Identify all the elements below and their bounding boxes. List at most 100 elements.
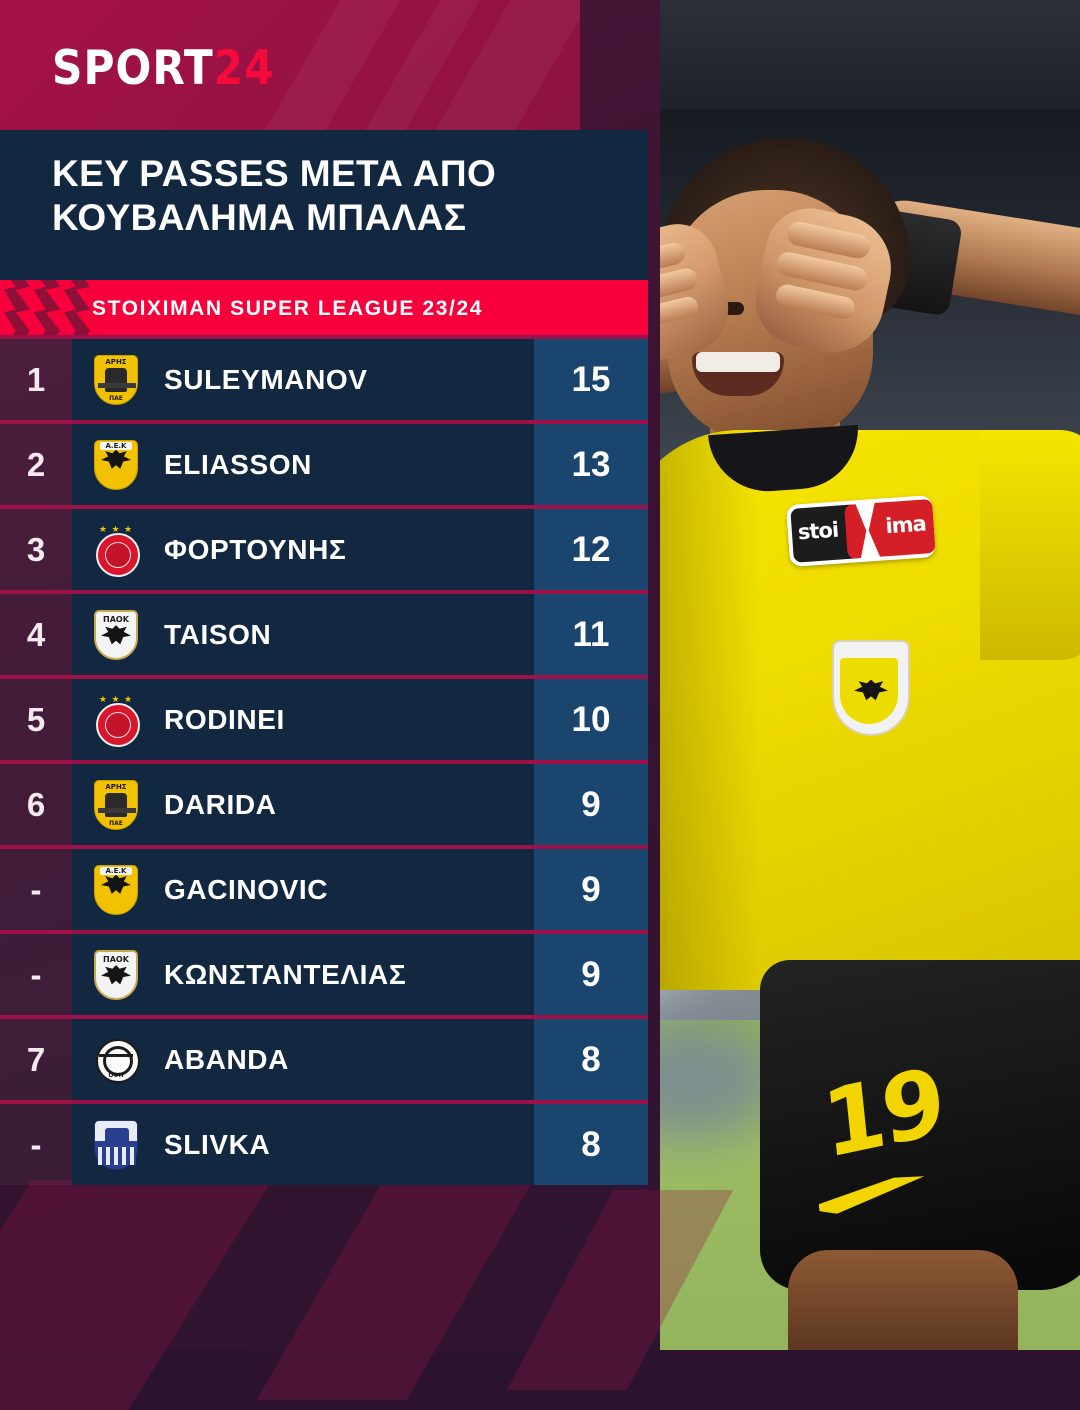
crest-inner-circle [105, 711, 131, 738]
crest-circle [96, 532, 140, 577]
rank-cell: - [0, 934, 72, 1015]
crest-label-top: ΑΡΗΣ [105, 357, 127, 366]
eagle-icon [101, 874, 131, 894]
row-separator [0, 1015, 648, 1019]
chevron-decoration [34, 280, 60, 335]
player-name: ΚΩΝΣΤΑΝΤΕΛΙΑΣ [164, 958, 407, 990]
eagle-icon [101, 449, 131, 469]
rank-cell: 5 [0, 679, 72, 760]
club-crest-aris: ΑΡΗΣ ΠΑΕ [94, 354, 138, 405]
table-row[interactable]: 4 ΠΑΟΚ TAISON 11 [0, 590, 660, 675]
row-separator [0, 930, 648, 934]
table-row[interactable]: 3 ★ ★ ★ ΦΟΡΤΟΥΝΗΣ 12 [0, 505, 660, 590]
rank-value: - [30, 870, 42, 908]
club-crest-paok: ΠΑΟΚ [94, 949, 138, 1000]
row-separator [0, 590, 648, 594]
rank-value: 3 [26, 530, 46, 568]
player-name: SULEYMANOV [164, 363, 368, 395]
crest-stars: ★ ★ ★ [98, 693, 134, 704]
ranking-table: 1 ΑΡΗΣ ΠΑΕ SULEYMANOV 15 2 Α.Ε.Κ ELIASSON 13 3 ★ ★… [0, 335, 660, 1185]
value-cell: 9 [534, 934, 648, 1015]
rank-value: 2 [26, 445, 46, 483]
jersey-aek-crest [832, 640, 910, 736]
table-row[interactable]: - ΠΑΟΚ ΚΩΝΣΤΑΝΤΕΛΙΑΣ 9 [0, 930, 660, 1015]
table-row[interactable]: 6 ΑΡΗΣ ΠΑΕ DARIDA 9 [0, 760, 660, 845]
crest-label-top: ΠΑΟΚ [103, 954, 129, 964]
player-cell: ★ ★ ★ ΦΟΡΤΟΥΝΗΣ [72, 509, 534, 590]
club-crest-aek: Α.Ε.Κ [94, 864, 138, 915]
rank-value: 6 [26, 785, 46, 823]
table-row[interactable]: 1 ΑΡΗΣ ΠΑΕ SULEYMANOV 15 [0, 335, 660, 420]
value-cell: 8 [534, 1104, 648, 1185]
title-line-1: KEY PASSES ΜΕΤΑ ΑΠΟ [52, 153, 497, 194]
table-row[interactable]: 2 Α.Ε.Κ ELIASSON 13 [0, 420, 660, 505]
club-crest-lamia [94, 1119, 138, 1170]
club-crest-paok: ΠΑΟΚ [94, 609, 138, 660]
row-separator [0, 845, 648, 849]
rank-cell: 3 [0, 509, 72, 590]
page-title: KEY PASSES ΜΕΤΑ ΑΠΟ ΚΟΥΒΑΛΗΜΑ ΜΠΑΛΑΣ [52, 152, 612, 239]
rank-cell: 6 [0, 764, 72, 845]
stat-value: 15 [571, 359, 611, 399]
crest-label-top: Α.Ε.Κ [100, 441, 132, 450]
stat-value: 13 [571, 444, 611, 484]
club-crest: Α.Ε.Κ [94, 864, 138, 915]
value-cell: 13 [534, 424, 648, 505]
player-name: GACINOVIC [164, 873, 329, 905]
value-cell: 10 [534, 679, 648, 760]
rank-value: 5 [26, 700, 46, 738]
crest-circle [96, 1038, 140, 1083]
jersey-sleeve [980, 430, 1080, 660]
crest-stars: ★ ★ ★ [98, 523, 134, 534]
sport24-logo[interactable]: SPORT 24 [52, 45, 275, 92]
player-name: ABANDA [164, 1043, 289, 1075]
club-crest: ΟΦΗ [94, 1035, 140, 1085]
subtitle-bar: STOIXIMAN SUPER LEAGUE 23/24 [0, 280, 648, 335]
stat-value: 10 [571, 699, 611, 739]
club-crest-olympiacos: ★ ★ ★ [94, 523, 140, 577]
stat-value: 12 [571, 529, 611, 569]
rank-cell: 1 [0, 339, 72, 420]
player-cell: Α.Ε.Κ GACINOVIC [72, 849, 534, 930]
player-name: RODINEI [164, 703, 285, 735]
player-leg [788, 1250, 1018, 1350]
rank-cell: 7 [0, 1019, 72, 1100]
crest-bar [98, 382, 136, 388]
table-row[interactable]: - SLIVKA 8 [0, 1100, 660, 1185]
stat-value: 9 [581, 869, 601, 909]
club-crest: ΑΡΗΣ ΠΑΕ [94, 354, 138, 405]
club-crest: ΠΑΟΚ [94, 949, 138, 1000]
player-cell: SLIVKA [72, 1104, 534, 1185]
table-row[interactable]: 5 ★ ★ ★ RODINEI 10 [0, 675, 660, 760]
club-crest: ★ ★ ★ [94, 523, 140, 577]
club-crest: ★ ★ ★ [94, 693, 140, 747]
crest-stripes [98, 1146, 136, 1165]
stat-value: 9 [581, 954, 601, 994]
crest-label-top: ΠΑΟΚ [103, 614, 129, 624]
crest-figure-icon [105, 368, 127, 393]
crest-label-bottom: ΠΑΕ [109, 819, 123, 827]
table-row[interactable]: - Α.Ε.Κ GACINOVIC 9 [0, 845, 660, 930]
jersey-sponsor-logo: stoi ima [786, 494, 936, 568]
competition-label: STOIXIMAN SUPER LEAGUE 23/24 [92, 297, 484, 320]
crest-rings-icon [99, 1045, 133, 1076]
row-separator [0, 1100, 648, 1104]
chevron-decoration [64, 280, 90, 335]
eagle-icon [101, 625, 131, 645]
sponsor-text-right: ima [884, 511, 927, 539]
background-streak [0, 1180, 272, 1410]
table-row[interactable]: 7 ΟΦΗ ABANDA 8 [0, 1015, 660, 1100]
stat-value: 11 [572, 614, 610, 654]
stat-value: 8 [581, 1124, 601, 1164]
crest-label-top: Α.Ε.Κ [100, 866, 132, 875]
value-cell: 9 [534, 849, 648, 930]
rank-value: 4 [26, 615, 46, 653]
row-separator [0, 420, 648, 424]
player-cell: ΠΑΟΚ ΚΩΝΣΤΑΝΤΕΛΙΑΣ [72, 934, 534, 1015]
rank-value: 7 [26, 1040, 46, 1078]
player-cell: Α.Ε.Κ ELIASSON [72, 424, 534, 505]
value-cell: 12 [534, 509, 648, 590]
player-teeth [696, 352, 780, 372]
crest-inner-circle [105, 541, 131, 568]
club-crest-aris: ΑΡΗΣ ΠΑΕ [94, 779, 138, 830]
